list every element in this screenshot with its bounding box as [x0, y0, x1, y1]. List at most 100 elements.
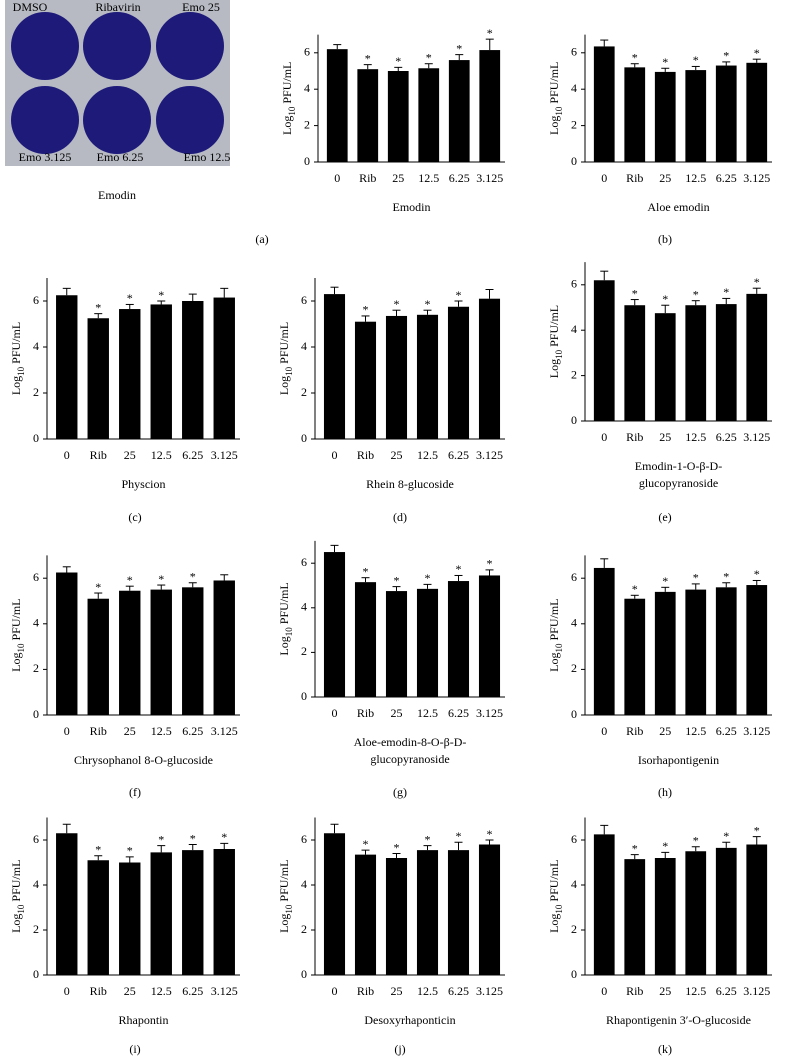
y-axis-label-part: Log — [280, 116, 294, 135]
y-tick-label: 2 — [33, 922, 39, 936]
x-tick-label: 0 — [601, 724, 607, 738]
panel-label: (b) — [658, 232, 672, 246]
significance-mark: * — [754, 823, 760, 837]
x-tick-label: Rib — [90, 724, 107, 738]
bar — [213, 849, 235, 975]
significance-mark: * — [158, 832, 164, 846]
x-tick-label: 6.25 — [716, 984, 737, 998]
y-axis-label-part: PFU/mL — [547, 305, 561, 350]
x-axis-label: Rhapontigenin 3′-O-glucoside — [606, 1013, 751, 1027]
x-axis-label: Rhein 8-glucoside — [366, 477, 454, 491]
x-axis-label: Emodin — [393, 200, 431, 214]
panel-label: (f) — [129, 785, 141, 799]
y-axis-label-part: Log — [277, 376, 291, 395]
significance-mark: * — [95, 300, 101, 314]
x-axis-label: Aloe-emodin-8-O-β-D- — [354, 735, 467, 749]
y-tick-label: 0 — [571, 707, 577, 721]
bar — [479, 50, 501, 162]
y-axis-label-part: 10 — [284, 366, 294, 376]
y-axis-label-part: Log — [9, 653, 23, 672]
y-axis-label: Log10 PFU/mL — [9, 860, 26, 933]
bar — [624, 859, 646, 975]
x-tick-label: 3.125 — [476, 171, 503, 185]
bar — [685, 851, 707, 975]
y-tick-label: 4 — [301, 339, 307, 353]
y-axis-label-part: Log — [9, 914, 23, 933]
x-tick-label: 12.5 — [685, 430, 706, 444]
bar — [416, 850, 439, 975]
bar — [624, 67, 646, 162]
y-axis-label-part: PFU/mL — [280, 62, 294, 107]
y-axis-label-part: 10 — [554, 904, 564, 914]
y-tick-label: 0 — [301, 689, 307, 703]
x-tick-label: 25 — [391, 706, 403, 720]
x-tick-label: 0 — [601, 171, 607, 185]
y-axis-label-part: PFU/mL — [277, 322, 291, 367]
x-tick-label: 3.125 — [743, 724, 770, 738]
y-axis-label-part: 10 — [16, 366, 26, 376]
bar — [416, 314, 439, 439]
bar — [478, 575, 501, 697]
y-axis-label-part: PFU/mL — [9, 860, 23, 905]
x-axis-label: Isorhapontigenin — [638, 753, 719, 767]
x-tick-label: 0 — [601, 984, 607, 998]
x-tick-label: 0 — [64, 724, 70, 738]
x-tick-label: 6.25 — [716, 430, 737, 444]
significance-mark: * — [127, 291, 133, 305]
x-tick-label: 3.125 — [743, 171, 770, 185]
significance-mark: * — [662, 574, 668, 588]
bar — [385, 591, 408, 697]
bar — [182, 301, 204, 439]
x-axis-label: Aloe emodin — [647, 200, 709, 214]
significance-mark: * — [363, 303, 369, 317]
x-tick-label: 6.25 — [448, 706, 469, 720]
y-tick-label: 0 — [33, 707, 39, 721]
panel-label: (i) — [129, 1042, 140, 1056]
well — [156, 12, 224, 80]
x-tick-label: 0 — [64, 984, 70, 998]
significance-mark: * — [363, 564, 369, 578]
well-label: Emo 6.25 — [97, 150, 144, 164]
significance-mark: * — [487, 26, 493, 40]
y-tick-label: 6 — [571, 277, 577, 291]
significance-mark: * — [723, 49, 729, 63]
x-tick-label: 6.25 — [182, 724, 203, 738]
y-axis-label: Log10 PFU/mL — [280, 62, 297, 135]
y-tick-label: 4 — [571, 81, 577, 95]
bar — [119, 309, 141, 439]
x-tick-label: 0 — [64, 448, 70, 462]
well-label: Emo 25 — [182, 0, 220, 14]
well — [11, 86, 79, 154]
y-axis-label-part: 10 — [284, 627, 294, 637]
significance-mark: * — [487, 557, 493, 571]
bar — [182, 587, 204, 715]
significance-mark: * — [754, 275, 760, 289]
bar — [447, 306, 470, 439]
bar — [685, 589, 707, 715]
bar — [213, 297, 235, 439]
bar — [323, 552, 346, 697]
well — [156, 86, 224, 154]
bar — [56, 833, 78, 975]
significance-mark: * — [456, 562, 462, 576]
significance-mark: * — [662, 839, 668, 853]
y-tick-label: 4 — [33, 616, 39, 630]
x-tick-label: 3.125 — [476, 706, 503, 720]
bar — [715, 304, 737, 421]
chart: 0 2 4 6 0 * Rib * 25 * 12.5 * 6.25 3.125 Rhein 8-gluco… — [277, 278, 505, 524]
x-tick-label: 12.5 — [151, 724, 172, 738]
well — [83, 12, 151, 80]
x-tick-label: 25 — [391, 984, 403, 998]
panel-label: (d) — [393, 510, 407, 524]
chart: 0 2 4 6 0 * Rib * 25 * 12.5 6.25 3.125 Physcion Log10 … — [9, 278, 240, 524]
y-axis-label-part: 10 — [16, 904, 26, 914]
y-axis-label-part: PFU/mL — [547, 62, 561, 107]
significance-mark: * — [662, 55, 668, 69]
bar — [685, 70, 707, 162]
significance-mark: * — [95, 843, 101, 857]
x-tick-label: 25 — [659, 984, 671, 998]
y-axis-label-part: 10 — [16, 643, 26, 653]
x-tick-label: 12.5 — [151, 984, 172, 998]
significance-mark: * — [662, 292, 668, 306]
